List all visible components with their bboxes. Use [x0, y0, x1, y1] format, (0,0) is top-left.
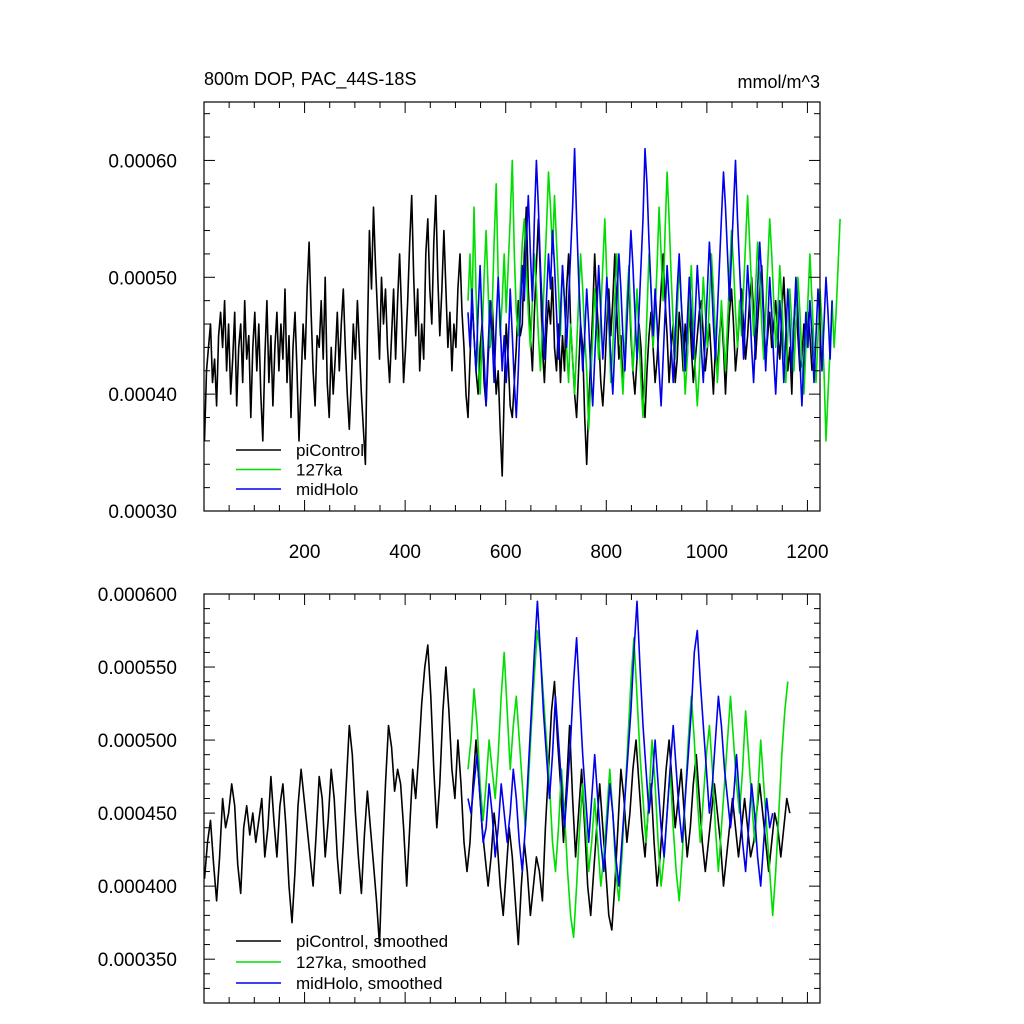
legend-label: 127ka	[296, 461, 343, 480]
x-tick-label: 1200	[786, 542, 828, 563]
y-tick-label: 0.00050	[108, 268, 177, 289]
legend-label: piControl, smoothed	[296, 932, 448, 951]
series-line-midholo-smoothed	[467, 600, 774, 887]
series-line-picontrol-smoothed	[203, 644, 791, 946]
x-tick-label: 400	[389, 542, 421, 563]
top-panel-series-group	[203, 147, 841, 477]
legend-label: midHolo	[296, 480, 358, 499]
bottom-panel-ticks	[203, 593, 820, 1004]
y-tick-label: 0.00030	[108, 502, 177, 523]
y-tick-label: 0.00040	[108, 385, 177, 406]
top-panel-frame	[203, 101, 821, 512]
x-tick-label: 1000	[686, 542, 728, 563]
y-tick-label: 0.00060	[108, 151, 177, 172]
y-tick-label: 0.000400	[98, 877, 177, 898]
series-line-midholo	[467, 147, 833, 419]
bottom-panel-frame	[203, 593, 821, 1004]
top-panel-tick-labels: 200 400 600 800 1000 1200 0.00030 0.00040 0.0005…	[108, 151, 828, 563]
legend-label: midHolo, smoothed	[296, 974, 442, 993]
x-tick-label: 200	[289, 542, 321, 563]
legend-label: 127ka, smoothed	[296, 953, 426, 972]
bottom-panel: 0.000350 0.000400 0.000450 0.000500 0.000550…	[98, 585, 821, 1004]
x-tick-label: 800	[590, 542, 622, 563]
legend-label: piControl	[296, 441, 364, 460]
bottom-panel-series-group	[203, 600, 791, 946]
y-tick-label: 0.000500	[98, 731, 177, 752]
top-panel-title: 800m DOP, PAC_44S-18S	[204, 69, 416, 90]
x-tick-label: 600	[490, 542, 522, 563]
y-tick-label: 0.000600	[98, 585, 177, 606]
bottom-panel-legend: piControl, smoothed 127ka, smoothed midHol…	[236, 932, 448, 993]
series-line-127ka-smoothed	[467, 629, 789, 939]
top-panel: 800m DOP, PAC_44S-18S mmol/m^3 200 400 600…	[108, 69, 841, 563]
y-tick-label: 0.000350	[98, 950, 177, 971]
bottom-panel-tick-labels: 0.000350 0.000400 0.000450 0.000500 0.000550…	[98, 585, 177, 971]
y-tick-label: 0.000450	[98, 804, 177, 825]
top-panel-units: mmol/m^3	[738, 72, 820, 92]
top-panel-ticks	[203, 102, 820, 512]
y-tick-label: 0.000550	[98, 658, 177, 679]
